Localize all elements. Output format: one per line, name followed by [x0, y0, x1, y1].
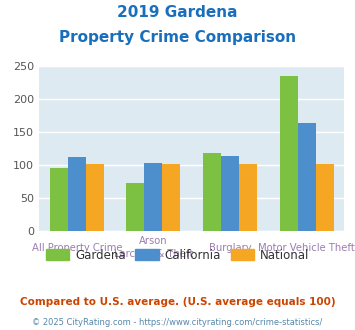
Bar [50, 168, 68, 231]
Text: 2019 Gardena: 2019 Gardena [117, 5, 238, 20]
Legend: Gardena, California, National: Gardena, California, National [41, 244, 314, 266]
Text: Larceny & Theft: Larceny & Theft [114, 249, 193, 259]
Text: Property Crime Comparison: Property Crime Comparison [59, 30, 296, 45]
Bar [239, 164, 257, 231]
Text: Motor Vehicle Theft: Motor Vehicle Theft [258, 243, 355, 252]
Text: Burglary: Burglary [209, 243, 251, 252]
Bar [126, 183, 144, 231]
Text: All Property Crime: All Property Crime [32, 243, 122, 252]
Bar [279, 76, 297, 231]
Text: Arson: Arson [139, 236, 168, 246]
Bar [203, 153, 221, 231]
Bar [316, 164, 334, 231]
Bar [144, 163, 163, 231]
Bar [163, 164, 180, 231]
Text: © 2025 CityRating.com - https://www.cityrating.com/crime-statistics/: © 2025 CityRating.com - https://www.city… [32, 318, 323, 327]
Bar [221, 156, 239, 231]
Text: Compared to U.S. average. (U.S. average equals 100): Compared to U.S. average. (U.S. average … [20, 297, 335, 307]
Bar [297, 123, 316, 231]
Bar [68, 157, 86, 231]
Bar [86, 164, 104, 231]
